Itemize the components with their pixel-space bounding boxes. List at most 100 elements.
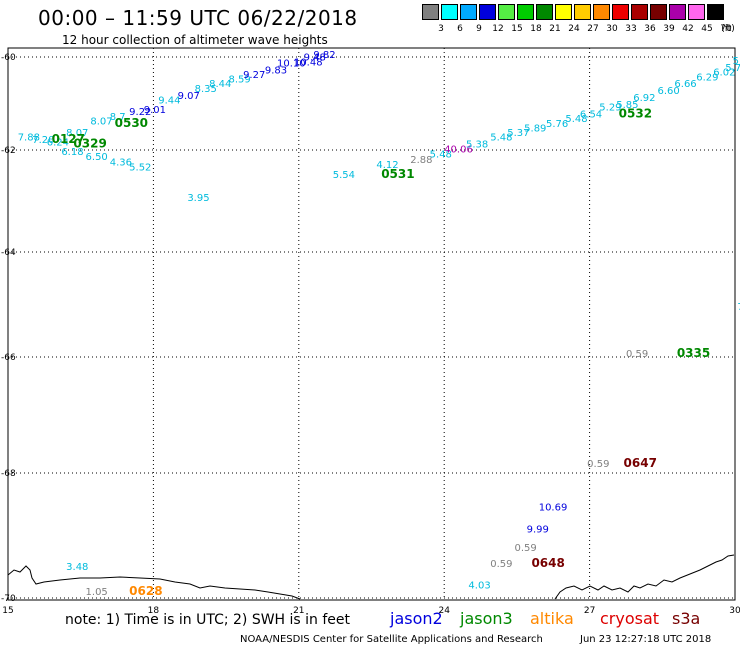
swh-value-label: 6.60 xyxy=(657,86,679,97)
pass-time-label: 0648 xyxy=(531,556,564,570)
pass-time-label: 0532 xyxy=(619,106,652,120)
swh-value-label: 5.85 xyxy=(616,100,638,111)
swh-value-label: 9.07 xyxy=(178,91,200,102)
swh-value-label: 1.05 xyxy=(86,587,108,598)
swh-value-label: 9.27 xyxy=(243,70,265,81)
swh-value-label: 8.07 xyxy=(66,128,88,139)
legend-label: 24 xyxy=(568,24,580,34)
swh-value-label: 4.03 xyxy=(468,581,490,592)
satellite-name: altika xyxy=(530,609,574,628)
legend-label: 21 xyxy=(549,24,561,34)
legend-swatch xyxy=(574,4,591,20)
legend-label: 45 xyxy=(701,24,713,34)
swh-value-label: 5.37 xyxy=(507,128,529,139)
footer-note: note: 1) Time is in UTC; 2) SWH is in fe… xyxy=(65,612,351,628)
swh-value-label: 0.59 xyxy=(490,559,512,570)
swh-value-label: 8.44 xyxy=(209,79,231,90)
swh-value-label: 10.69 xyxy=(539,503,568,514)
lat-tick-label: -60 xyxy=(1,53,16,63)
swh-value-label: 9.83 xyxy=(265,65,287,76)
swh-value-label: 7.87 xyxy=(737,302,740,313)
swh-value-label: 3.95 xyxy=(187,193,209,204)
swh-value-label: 9.01 xyxy=(144,105,166,116)
swh-value-label: 6.24 xyxy=(47,137,69,148)
legend-label: 36 xyxy=(644,24,656,34)
swh-value-label: 5.48 xyxy=(565,114,587,125)
pass-time-label: 0335 xyxy=(677,346,710,360)
legend-label: 42 xyxy=(682,24,694,34)
swh-color-legend: 3 6 9 12 15 18 21 24 27 30 33 36 39 42 45 70 (ft) xyxy=(422,4,735,38)
swh-value-label: 40.06 xyxy=(444,145,473,156)
lon-tick-label: 24 xyxy=(438,606,450,616)
swh-value-label: 5.52 xyxy=(129,162,151,173)
lon-tick-label: 15 xyxy=(2,606,13,616)
satellite-name: jason2 xyxy=(390,609,443,628)
legend-swatch xyxy=(707,4,724,20)
legend-label: 70 xyxy=(720,24,732,34)
legend-swatch xyxy=(422,4,439,20)
swh-value-label: 8.07 xyxy=(90,116,112,127)
swh-value-label: 5.29 xyxy=(599,102,621,113)
satellite-name: jason3 xyxy=(460,609,513,628)
lon-tick-label: 18 xyxy=(148,606,160,616)
legend-swatch xyxy=(593,4,610,20)
satellite-name: s3a xyxy=(672,609,701,628)
swh-value-label: 7.20 xyxy=(32,135,54,146)
swh-value-label: 9.99 xyxy=(527,524,549,535)
legend-swatch xyxy=(517,4,534,20)
legend-label: 9 xyxy=(476,24,482,34)
swh-value-label: 9.44 xyxy=(158,96,180,107)
swh-value-label: 6.29 xyxy=(696,72,718,83)
swh-value-label: 5.54 xyxy=(333,170,355,181)
satellite-name: cryosat xyxy=(600,609,660,628)
legend-swatch xyxy=(631,4,648,20)
legend-swatch xyxy=(555,4,572,20)
swh-value-label: 5.76 xyxy=(725,63,740,74)
swh-value-label: 6.66 xyxy=(674,79,696,90)
swh-value-label: 0.59 xyxy=(626,349,648,360)
legend-unit: (ft) xyxy=(721,24,735,34)
lat-tick-label: -68 xyxy=(1,469,16,479)
coastline-east xyxy=(554,554,735,600)
pass-time-label: 0530 xyxy=(115,116,148,130)
generation-timestamp: Jun 23 12:27:18 UTC 2018 xyxy=(580,634,712,645)
legend-label: 39 xyxy=(663,24,675,34)
swh-value-label: 2.88 xyxy=(410,155,432,166)
pass-time-label: 0127 xyxy=(52,132,85,146)
legend-label: 6 xyxy=(457,24,463,34)
lat-tick-label: -62 xyxy=(1,146,16,156)
swh-value-label: 6.18 xyxy=(61,147,83,158)
legend-swatch xyxy=(669,4,686,20)
swh-value-label: 5.48 xyxy=(430,150,452,161)
map-subtitle: 12 hour collection of altimeter wave hei… xyxy=(62,33,328,47)
swh-value-label: 9.22 xyxy=(129,107,151,118)
swh-value-label: 5.78 xyxy=(733,56,740,67)
swh-value-label: 8.59 xyxy=(229,75,251,86)
legend-swatch xyxy=(688,4,705,20)
swh-value-label: 4.12 xyxy=(376,160,398,171)
swh-value-label: 5.38 xyxy=(466,140,488,151)
legend-swatch xyxy=(441,4,458,20)
legend-label: 18 xyxy=(530,24,542,34)
legend-swatch xyxy=(612,4,629,20)
swh-value-label: 10.48 xyxy=(294,57,323,68)
swh-value-label: 6.54 xyxy=(580,109,602,120)
legend-swatch xyxy=(650,4,667,20)
pass-time-label: 0628 xyxy=(129,584,162,598)
swh-value-label: 6.02 xyxy=(713,68,735,79)
legend-label: 12 xyxy=(492,24,504,34)
swh-value-label: 6.92 xyxy=(633,93,655,104)
swh-value-label: 0.59 xyxy=(514,543,536,554)
legend-label: 3 xyxy=(438,24,444,34)
legend-label: 33 xyxy=(625,24,637,34)
swh-value-label: 0.59 xyxy=(587,459,609,470)
legend-label: 27 xyxy=(587,24,599,34)
coastline-west xyxy=(7,565,301,600)
legend-swatch xyxy=(536,4,553,20)
swh-value-label: 5.89 xyxy=(524,123,546,134)
lon-tick-label: 30 xyxy=(729,606,740,616)
pass-time-label: 0329 xyxy=(73,137,106,151)
swh-value-label: 5.76 xyxy=(546,119,568,130)
map-title: 00:00 – 11:59 UTC 06/22/2018 xyxy=(38,6,358,30)
